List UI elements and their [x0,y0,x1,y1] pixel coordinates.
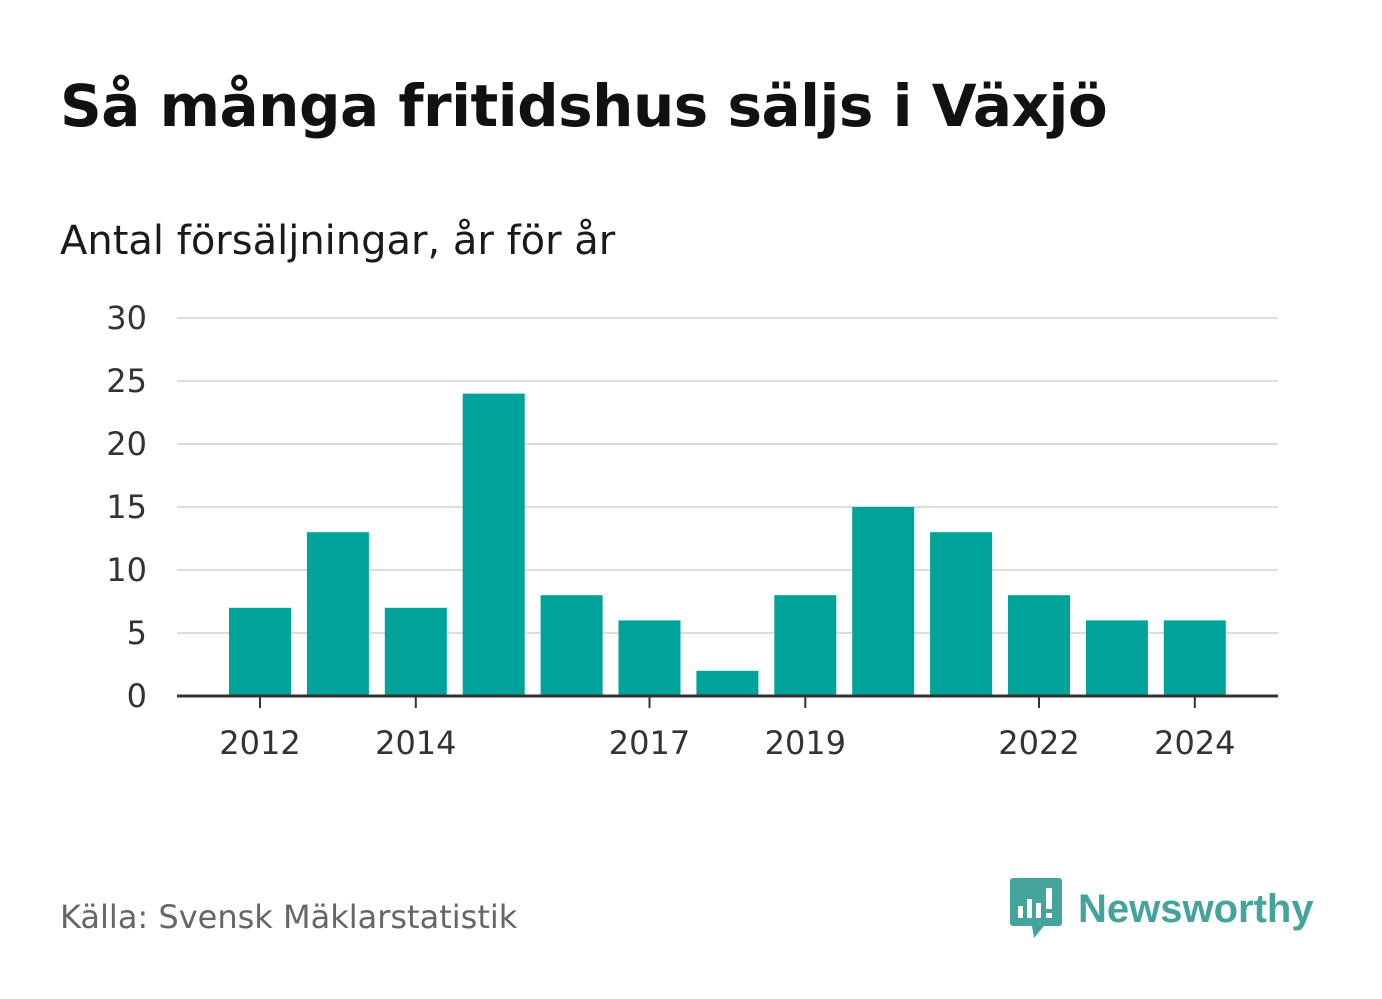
bar-2024 [1163,620,1226,696]
bar-2015 [462,393,525,696]
bar-2023 [1085,620,1148,696]
bar-2014 [384,607,447,696]
y-tick-label: 20 [106,425,147,463]
speech-bubble-bar-chart-icon [1010,878,1062,938]
x-tick-label: 2024 [1154,724,1235,762]
x-tick-label: 2022 [998,724,1079,762]
bar-2021 [930,532,993,696]
source-note: Källa: Svensk Mäklarstatistik [60,898,518,936]
y-tick-label: 10 [106,551,147,589]
bar-2019 [774,595,837,696]
y-tick-label: 0 [127,677,147,715]
y-tick-label: 5 [127,614,147,652]
x-tick-label: 2017 [609,724,690,762]
bar-2012 [229,607,291,696]
bar-2018 [696,670,759,696]
bar-2016 [540,595,603,696]
bar-2013 [306,532,369,696]
x-tick-label: 2019 [765,724,846,762]
chart-subtitle: Antal försäljningar, år för år [60,218,616,264]
brand-logo: Newsworthy [1010,878,1314,940]
bar-2020 [852,507,915,696]
y-tick-label: 25 [106,362,147,400]
brand-name: Newsworthy [1078,886,1314,931]
x-tick-label: 2014 [375,724,456,762]
bar-2022 [1008,595,1070,696]
x-tick-label: 2012 [219,724,300,762]
y-tick-label: 30 [106,299,147,337]
chart-title: Så många fritidshus säljs i Växjö [60,72,1108,140]
y-tick-label: 15 [106,488,147,526]
bar-2017 [618,620,681,696]
